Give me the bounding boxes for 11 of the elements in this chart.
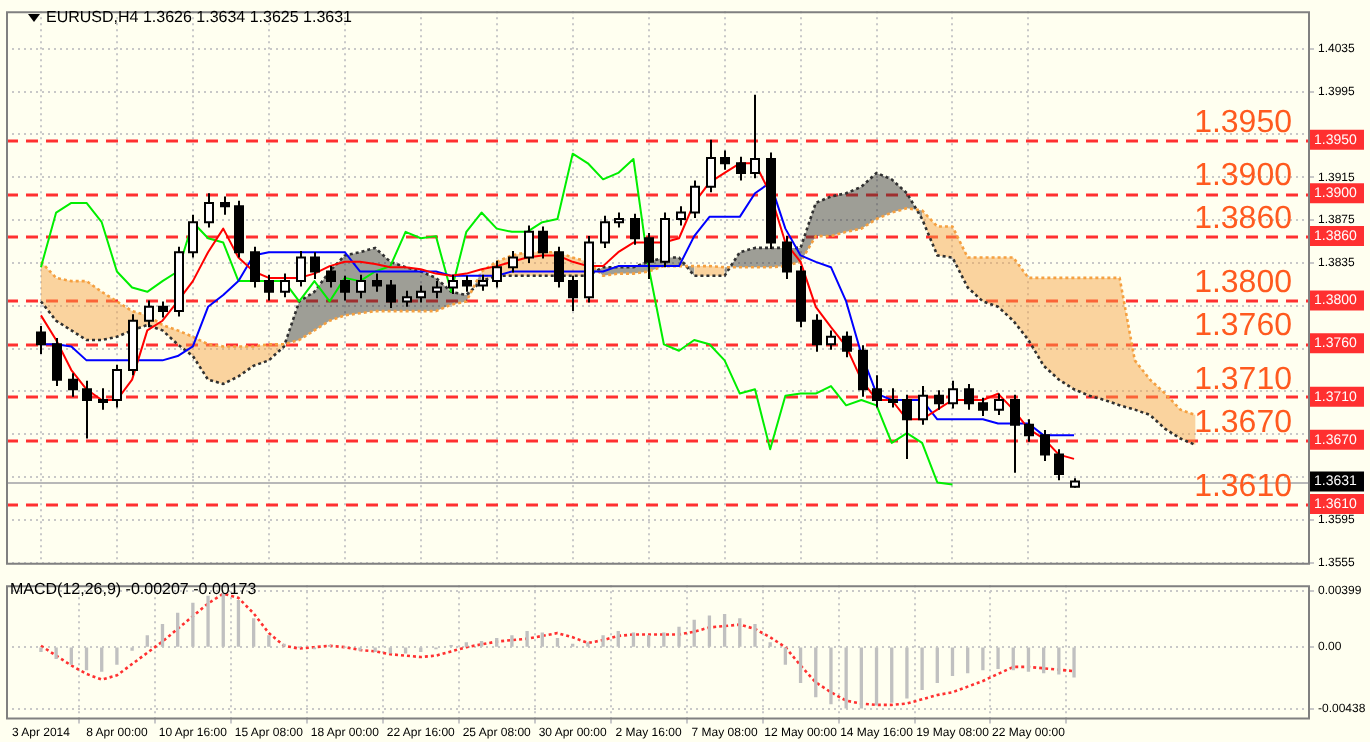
ref-line-label: 1.3670 (1194, 405, 1293, 440)
ref-line-label: 1.3860 (1194, 202, 1293, 237)
line-series (39, 171, 1197, 447)
ref-line-label: 1.3610 (1194, 469, 1293, 504)
ref-line-label: 1.3900 (1194, 159, 1293, 194)
ref-line-label: 1.3710 (1194, 362, 1293, 397)
ref-line-label: 1.3760 (1194, 309, 1293, 344)
ref-line-label: 1.3800 (1194, 266, 1293, 301)
chart-title: EURUSD,H4 1.3626 1.3634 1.3625 1.3631 (46, 8, 352, 26)
chart-title: MACD(12,26,9) -0.00207 -0.00173 (10, 580, 257, 598)
ref-line-label: 1.3950 (1194, 105, 1293, 140)
